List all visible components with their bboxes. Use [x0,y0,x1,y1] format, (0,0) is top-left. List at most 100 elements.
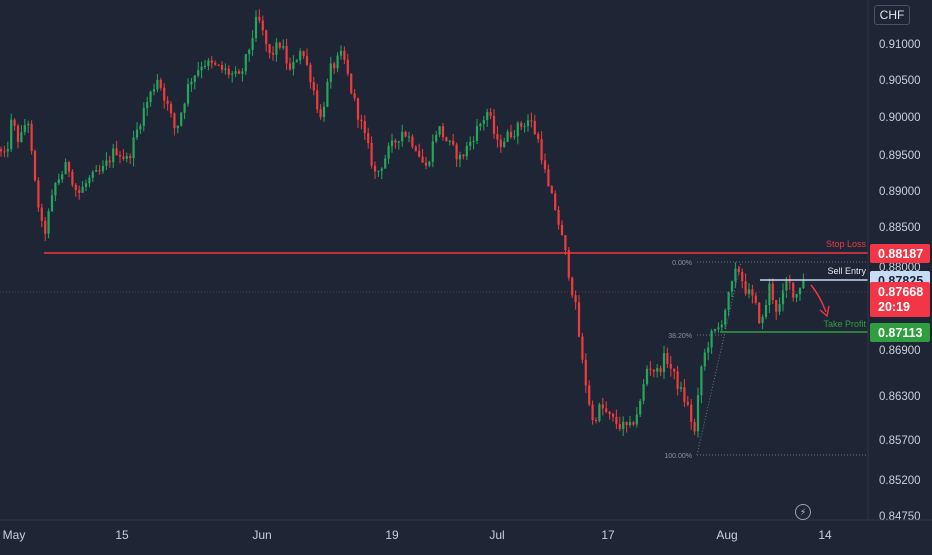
candle-body [356,98,360,120]
candle-body [802,280,805,289]
candle-body [169,103,173,114]
candle-body [625,421,628,426]
candle-body [764,305,768,317]
candle-body [278,42,281,48]
candle-body [118,155,122,157]
candle-body [373,165,377,172]
candle-body [747,289,751,294]
candle-body [775,300,778,312]
currency-label[interactable]: CHF [874,5,910,25]
candle-body [438,126,441,135]
candle-body [547,169,550,187]
candle-body [771,283,774,300]
candle-body [479,123,482,127]
candle-body [3,151,6,153]
price-tick-label: 0.86900 [879,345,921,357]
candle-body [268,44,271,53]
candle-body [608,411,611,414]
candle-body [394,140,397,143]
candle-body [486,112,489,120]
candle-body [441,126,445,138]
candle-body [401,131,404,142]
candle-body [64,162,67,175]
candle-body [639,400,642,415]
fib-100-label: 100.00% [664,453,692,460]
candle-body [380,168,383,171]
candle-body [275,42,278,55]
candle-body [424,162,428,166]
candle-body [448,140,451,142]
candle-body [95,170,98,172]
candle-body [244,54,247,72]
price-tick-label: 0.90500 [879,75,921,87]
candle-body [139,125,142,130]
candle-body [588,385,591,405]
price-tick-label: 0.89000 [879,186,921,198]
candle-body [16,125,20,142]
candle-body [469,141,472,146]
candle-body [751,289,754,296]
price-tick-label: 0.88500 [879,222,921,234]
candle-body [788,281,791,283]
candle-body [676,371,679,389]
candle-body [302,51,305,57]
candle-body [615,416,618,424]
candle-body [537,134,540,140]
time-axis[interactable]: May 15 Jun 19 Jul 17 Aug 14 [0,519,932,542]
candle-body [217,64,220,66]
candle-body [523,126,526,128]
lightning-icon[interactable]: ⚡ [795,504,811,520]
candle-body [234,71,237,74]
candle-body [690,404,693,422]
candle-body [27,123,30,126]
candle-body [418,150,421,157]
candle-body [656,368,659,372]
candle-body [693,422,696,432]
candle-body [734,268,737,282]
candle-body [567,250,570,278]
candle-body [197,70,200,76]
time-tick-label: 17 [601,528,615,542]
current-price-badge-text: 0.87668 [878,285,923,299]
candle-body [220,65,224,70]
candle-body [224,68,227,70]
candle-body [285,46,288,64]
candle-body [33,150,37,181]
price-tick-label: 0.84750 [879,511,921,523]
price-tick-label: 0.86300 [879,391,921,403]
candle-body [452,140,455,145]
candle-body [292,62,295,70]
candle-body [662,353,666,373]
candle-body [781,290,785,305]
candle-body [649,368,652,370]
candle-body [571,277,574,296]
candle-body [513,136,516,138]
candle-body [683,387,686,402]
candle-body [543,160,547,170]
time-tick-label: May [3,528,26,542]
candle-body [768,283,771,305]
down-arrow-head-icon [819,305,830,318]
candle-body [489,112,492,116]
candle-body [526,120,530,127]
candle-body [367,133,370,144]
candle-body [47,211,50,234]
candle-body [724,310,727,325]
candle-body [210,60,213,63]
candle-body [560,224,564,236]
candle-body [679,387,683,389]
candle-body [645,368,649,385]
candle-body [176,125,179,129]
candle-body [282,46,285,48]
candle-body [741,272,744,282]
take-profit-badge-text: 0.87113 [878,326,923,340]
candle-body [183,103,186,113]
candle-body [707,347,710,353]
candle-body [193,75,196,82]
candle-body [316,90,319,110]
candle-body [295,60,298,62]
candle-body [101,165,105,172]
candle-body [363,121,366,134]
